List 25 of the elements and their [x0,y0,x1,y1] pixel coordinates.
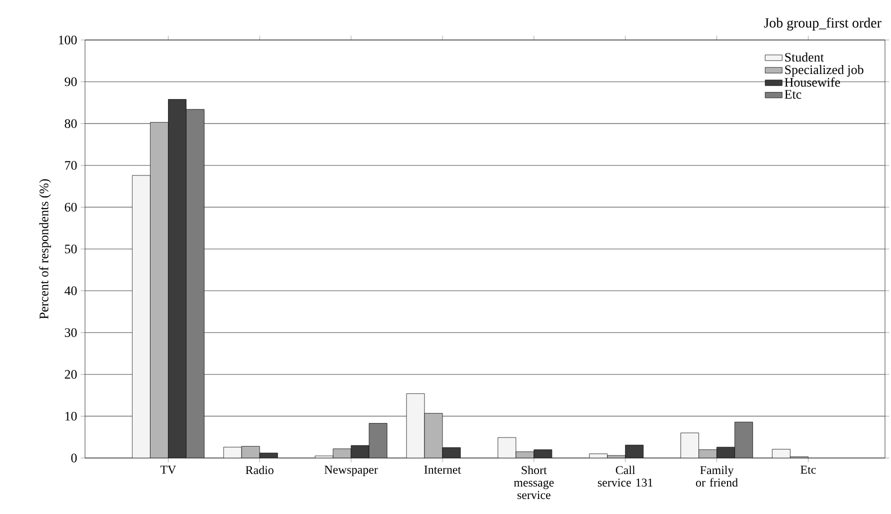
y-tick-label: 20 [64,370,77,379]
x-tick-label: Family or friend [696,466,738,487]
y-tick-label: 0 [71,454,77,462]
y-axis-title: Percent of respondents (%) [39,179,51,319]
chart-title: Job group_first order [764,18,882,30]
y-tick-label: 60 [64,202,77,212]
y-tick-label: 90 [64,77,77,86]
legend-label: Housewife [784,77,840,87]
y-tick-label: 30 [64,328,77,337]
x-tick-label: TV [160,466,176,474]
y-tick-label: 50 [65,244,77,254]
x-tick-label: Newspaper [324,466,378,476]
x-tick-label: Call service 131 [598,466,653,487]
y-tick-label: 80 [64,119,77,128]
y-tick-label: 100 [58,36,77,44]
x-tick-label: Radio [246,466,274,474]
legend-label: Etc [784,90,802,99]
y-tick-label: 10 [65,412,77,421]
x-tick-label: Etc [800,466,816,474]
legend-label: Student [785,52,824,62]
legend-label: Specialized job [785,65,864,77]
x-tick-label: Internet [424,466,462,474]
x-tick-label: Short message service [514,466,554,500]
y-tick-label: 70 [65,161,77,170]
y-tick-label: 40 [64,286,77,296]
